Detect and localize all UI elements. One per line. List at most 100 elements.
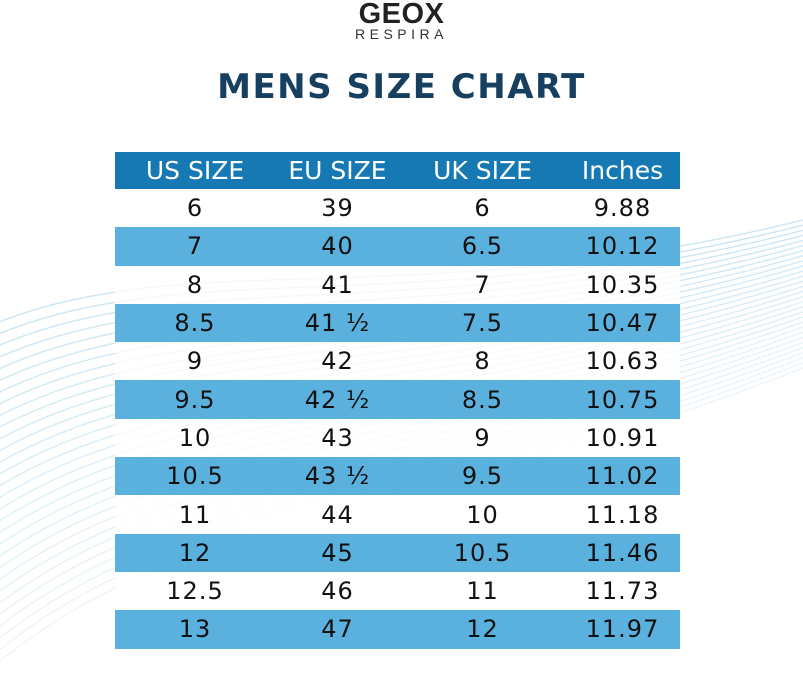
us-size-cell: 13	[178, 615, 212, 644]
wave-line	[0, 305, 803, 522]
eu-size-cell: 40	[321, 232, 354, 261]
table-row: 9.5 42 ½ 8.5 10.75	[115, 380, 680, 419]
us-size-cell: 10	[178, 423, 212, 452]
wave-line	[0, 265, 803, 428]
uk-size-cell: 6	[474, 194, 491, 223]
wave-line	[0, 346, 803, 616]
header-uk-size: UK SIZE	[433, 156, 532, 185]
table-row: 12 45 10.5 11.46	[115, 533, 680, 572]
table-row: 12.5 46 11 11.73	[115, 571, 680, 611]
us-size-cell: 6	[186, 194, 204, 223]
wave-line	[0, 367, 803, 662]
wave-line	[0, 316, 803, 545]
us-size-cell: 12	[178, 538, 212, 567]
table-row: 8.5 41 ½ 7.5 10.47	[115, 303, 680, 343]
eu-size-cell: 42	[321, 347, 354, 376]
wave-line	[0, 280, 803, 463]
wave-line	[0, 321, 803, 557]
wave-line	[0, 260, 803, 417]
header-inches: Inches	[581, 156, 664, 185]
uk-size-cell: 10.5	[453, 538, 512, 567]
header-us-size: US SIZE	[145, 156, 245, 185]
table-row: 11 44 10 11.18	[115, 495, 680, 534]
table-row: 6 39 6 9.88	[115, 189, 680, 228]
wave-line	[0, 351, 803, 627]
inches-cell: 10.35	[585, 270, 660, 299]
inches-cell: 11.97	[585, 615, 660, 644]
wave-line	[0, 356, 803, 639]
uk-size-cell: 8.5	[461, 385, 504, 414]
table-row: 10 43 9 10.91	[115, 418, 680, 458]
logo-wordmark: GEOX	[358, 0, 445, 30]
eu-size-cell: 45	[321, 538, 354, 567]
eu-size-cell: 47	[321, 615, 354, 644]
wave-line	[0, 249, 803, 393]
table-row: 13 47 12 11.97	[115, 610, 680, 649]
eu-size-cell: 41 ½	[304, 309, 371, 338]
uk-size-cell: 9	[474, 423, 491, 452]
inches-cell: 11.18	[585, 500, 660, 529]
uk-size-cell: 7.5	[461, 309, 504, 338]
inches-cell: 10.63	[585, 347, 660, 376]
inches-cell: 9.88	[593, 194, 652, 223]
uk-size-cell: 6.5	[461, 232, 504, 261]
wave-line	[0, 239, 803, 370]
eu-size-cell: 44	[321, 500, 354, 529]
inches-cell: 11.46	[585, 538, 660, 567]
us-size-cell: 9	[186, 347, 204, 376]
table-row: 9 42 8 10.63	[115, 342, 680, 381]
wave-line	[0, 300, 803, 510]
wave-line	[0, 341, 803, 604]
page-title: MENS SIZE CHART	[217, 67, 586, 107]
wave-line	[0, 311, 803, 534]
us-size-cell: 11	[178, 500, 212, 529]
us-size-cell: 10.5	[166, 462, 224, 491]
inches-cell: 11.02	[585, 462, 660, 491]
wave-line	[0, 285, 803, 475]
wave-line	[0, 244, 803, 381]
inches-cell: 10.75	[585, 385, 660, 414]
inches-cell: 10.91	[585, 423, 660, 452]
uk-size-cell: 7	[474, 270, 491, 299]
wave-line	[0, 229, 803, 346]
uk-size-cell: 9.5	[461, 462, 504, 491]
eu-size-cell: 46	[321, 577, 354, 606]
us-size-cell: 8	[186, 270, 204, 299]
eu-size-cell: 42 ½	[304, 385, 371, 414]
eu-size-cell: 43	[321, 423, 354, 452]
wave-line	[0, 219, 803, 323]
uk-size-cell: 8	[474, 347, 491, 376]
wave-line	[0, 234, 803, 358]
eu-size-cell: 39	[321, 194, 354, 223]
table-row: 8 41 7 10.35	[115, 265, 680, 304]
header-eu-size: EU SIZE	[288, 156, 387, 185]
wave-line	[0, 336, 803, 592]
eu-size-cell: 41	[321, 270, 354, 299]
table-body: 6 39 6 9.88 7 40 6.5 10.12 8 41 7 10.35 8.5 41 ½ 7.5 10…	[115, 189, 680, 649]
table-row: 7 40 6.5 10.12	[115, 227, 680, 266]
wave-line	[0, 326, 803, 569]
us-size-cell: 7	[186, 232, 204, 261]
us-size-cell: 9.5	[174, 385, 216, 414]
wave-line	[0, 362, 803, 651]
wave-line	[0, 290, 803, 487]
table-row: 10.5 43 ½ 9.5 11.02	[115, 457, 680, 496]
us-size-cell: 8.5	[174, 309, 216, 338]
wave-line	[0, 295, 803, 499]
inches-cell: 10.12	[585, 232, 660, 261]
wave-line	[0, 275, 803, 452]
wave-line	[0, 254, 803, 405]
wave-line	[0, 224, 803, 335]
size-chart-table: US SIZE EU SIZE UK SIZE Inches 6 39 6 9.88 7…	[115, 152, 680, 649]
uk-size-cell: 10	[466, 500, 499, 529]
table-header-row: US SIZE EU SIZE UK SIZE Inches	[115, 152, 680, 189]
inches-cell: 10.47	[585, 309, 660, 338]
logo-tagline: RESPIRA	[355, 26, 448, 42]
us-size-cell: 12.5	[166, 577, 224, 606]
eu-size-cell: 43 ½	[304, 462, 371, 491]
inches-cell: 11.73	[585, 577, 660, 606]
uk-size-cell: 11	[466, 577, 499, 606]
wave-line	[0, 331, 803, 580]
uk-size-cell: 12	[466, 615, 499, 644]
